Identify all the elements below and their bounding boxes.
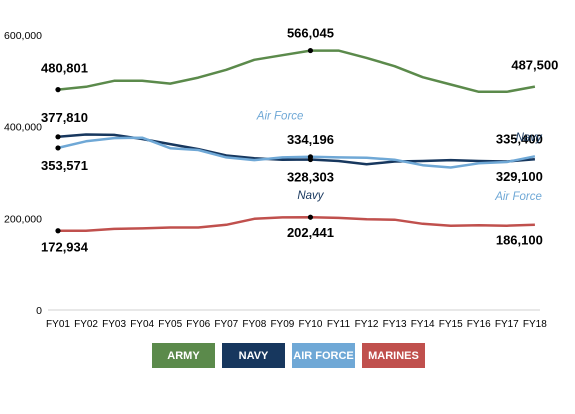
data-label: 186,100	[496, 233, 543, 248]
highlight-points	[55, 47, 314, 234]
y-tick-label: 0	[36, 305, 42, 317]
x-tick-label: FY10	[298, 319, 322, 330]
data-label: 487,500	[511, 58, 558, 73]
annotation-navy: Navy	[516, 132, 543, 144]
data-point-marker	[307, 154, 314, 160]
series-line-army	[57, 49, 536, 94]
data-label: 335,400	[496, 131, 543, 146]
legend-item-marines: MARINES	[362, 343, 425, 368]
data-label: 172,934	[41, 240, 89, 255]
series-line-marines	[58, 215, 535, 232]
x-tick-label: FY01	[46, 319, 70, 330]
data-point-marker	[307, 47, 314, 54]
x-tick-label: FY17	[495, 319, 519, 330]
data-point-marker	[307, 214, 314, 220]
legend-item-army: ARMY	[152, 343, 215, 368]
series-annotations: Air Force Navy Navy Air Force	[256, 111, 543, 203]
x-tick-label: FY06	[186, 319, 210, 330]
annotation-air-force: Air Force	[256, 111, 304, 123]
data-label: 566,045	[287, 26, 334, 41]
x-tick-label: FY07	[214, 319, 238, 330]
x-tick-label: FY05	[158, 319, 182, 330]
series-line-air-force	[57, 136, 536, 169]
y-axis-ticks: 0 200,000 400,000 600,000	[4, 30, 42, 317]
data-label: 480,801	[41, 61, 88, 76]
x-tick-label: FY09	[270, 319, 294, 330]
x-tick-label: FY04	[130, 319, 154, 330]
series-lines	[57, 49, 536, 232]
annotation-navy: Navy	[297, 190, 324, 202]
x-tick-label: FY13	[383, 319, 407, 330]
data-labels: 480,801 566,045 487,500 377,810 353,571 334,1…	[41, 26, 558, 255]
x-tick-label: FY16	[467, 319, 491, 330]
x-tick-label: FY11	[327, 319, 351, 330]
x-tick-label: FY12	[355, 319, 379, 330]
data-label: 334,196	[287, 132, 334, 147]
data-point-marker	[55, 228, 61, 234]
x-tick-label: FY08	[242, 319, 266, 330]
annotation-air-force: Air Force	[494, 191, 542, 203]
x-tick-label: FY03	[102, 319, 126, 330]
data-label: 328,303	[287, 170, 334, 185]
data-label: 202,441	[287, 225, 334, 240]
data-label: 377,810	[41, 110, 88, 125]
y-tick-label: 200,000	[4, 213, 42, 225]
x-tick-label: FY14	[411, 319, 435, 330]
x-tick-label: FY02	[74, 319, 98, 330]
data-point-marker	[55, 87, 61, 93]
y-tick-label: 600,000	[4, 30, 42, 42]
x-tick-label: FY15	[439, 319, 463, 330]
data-label: 353,571	[41, 158, 88, 173]
data-point-marker	[55, 134, 61, 140]
legend-item-air-force: AIR FORCE	[292, 343, 355, 368]
data-label: 329,100	[496, 169, 543, 184]
y-tick-label: 400,000	[4, 122, 42, 134]
data-point-marker	[55, 145, 61, 151]
x-axis-ticks: FY01 FY02 FY03 FY04 FY05 FY06 FY07 FY08 FY09 FY10…	[46, 319, 547, 330]
x-tick-label: FY18	[523, 319, 547, 330]
legend-item-navy: NAVY	[222, 343, 285, 368]
